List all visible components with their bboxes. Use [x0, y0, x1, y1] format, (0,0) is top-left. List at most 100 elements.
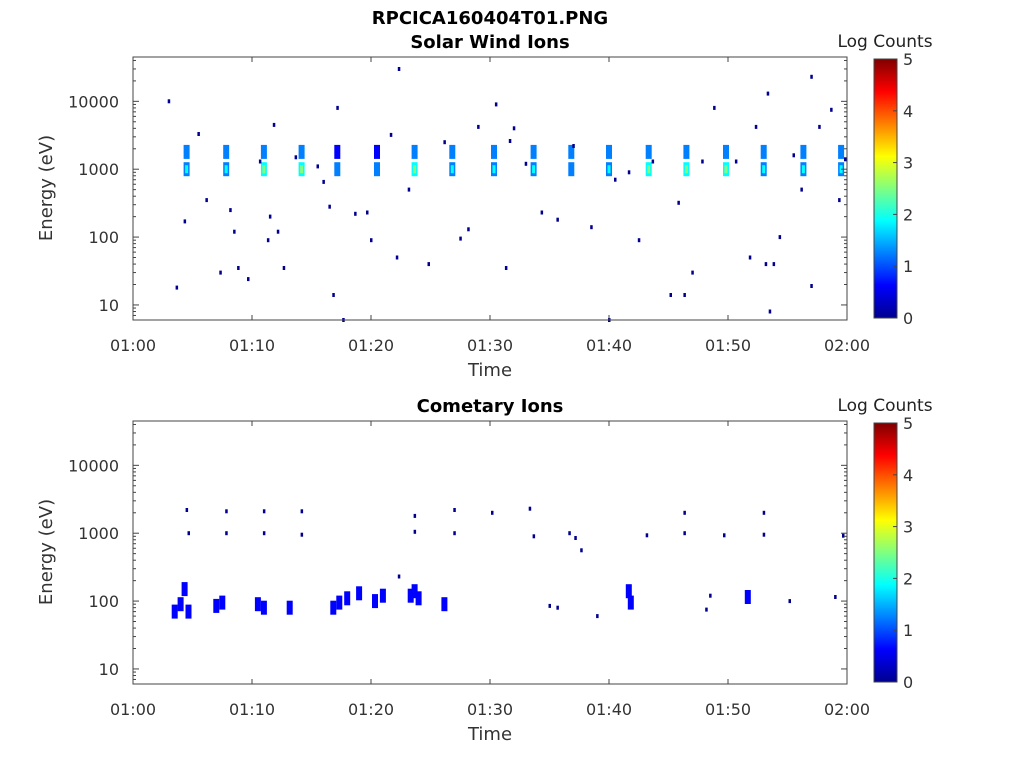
heatmap-speckle [407, 187, 411, 192]
heatmap-speckle [494, 102, 498, 107]
heatmap-cell [407, 588, 414, 603]
heatmap-speckle [842, 533, 845, 538]
heatmap-speckle [734, 159, 738, 164]
colorbar-tick-label: 0 [903, 309, 913, 328]
heatmap-speckle [669, 293, 672, 297]
heatmap-cell [171, 604, 178, 619]
heatmap-speckle [197, 132, 200, 136]
heatmap-speckle [709, 593, 712, 598]
y-tick-label: 10000 [68, 92, 119, 111]
heatmap-speckle [723, 533, 726, 538]
heatmap-speckle [844, 157, 847, 162]
x-tick-label: 01:10 [229, 336, 275, 355]
heatmap-cell [219, 595, 226, 610]
heatmap-speckle [556, 217, 559, 222]
x-tick-label: 01:10 [229, 700, 275, 719]
heatmap-cell [254, 597, 261, 612]
heatmap-cell [411, 584, 418, 599]
heatmap-cell [334, 144, 341, 159]
x-tick-label: 01:00 [110, 700, 156, 719]
heatmap-speckle [225, 531, 228, 536]
heatmap-speckle [322, 179, 325, 184]
heatmap-speckle [772, 262, 776, 267]
heatmap-speckle [459, 236, 462, 241]
heatmap-speckle [683, 510, 686, 515]
heatmap-cell [411, 144, 418, 159]
heatmap-speckle [262, 509, 266, 514]
heatmap-speckle [453, 531, 456, 536]
heatmap-cell-core [647, 165, 651, 174]
heatmap-speckle [701, 159, 704, 164]
y-tick-label: 1000 [78, 524, 119, 543]
x-tick-label: 01:20 [348, 700, 394, 719]
heatmap-speckle [282, 266, 286, 270]
heatmap-cell [760, 144, 767, 159]
heatmap-cell [645, 144, 652, 159]
solar-wind-ions-panel: Solar Wind Ions 01:00 01:10 01:20 01:30 01:4… [36, 32, 933, 381]
heatmap-speckle [175, 285, 179, 290]
heatmap-cell-core [262, 165, 266, 174]
heatmap-speckle [645, 533, 649, 538]
colorbar-tick-label: 1 [903, 621, 913, 640]
x-tick-label: 01:00 [110, 336, 156, 355]
heatmap-cell-core [300, 165, 304, 174]
heatmap-speckle [691, 270, 694, 275]
heatmap-speckle [810, 74, 813, 79]
heatmap-speckle [683, 531, 686, 536]
heatmap-speckle [572, 144, 575, 148]
cometary-marks [171, 506, 845, 619]
heatmap-speckle [590, 225, 593, 230]
cometary-axes: 01:00 01:10 01:20 01:30 01:40 01:50 02:00 10 100… [68, 420, 870, 719]
x-tick-label: 01:30 [467, 336, 513, 355]
heatmap-speckle [637, 238, 641, 243]
x-tick-label: 02:00 [824, 700, 870, 719]
heatmap-speckle [366, 210, 369, 215]
heatmap-cell [627, 595, 634, 610]
colorbar-tick-label: 0 [903, 673, 913, 692]
heatmap-cell [374, 162, 380, 177]
heatmap-cell-core [413, 165, 417, 174]
heatmap-cell [336, 595, 343, 610]
solar-wind-colorbar: Log Counts 0 1 2 3 4 5 [837, 32, 932, 328]
x-tick-label: 01:30 [467, 700, 513, 719]
heatmap-speckle [556, 605, 559, 610]
heatmap-speckle [540, 210, 544, 215]
heatmap-speckle [838, 198, 841, 203]
heatmap-speckle [677, 200, 680, 205]
heatmap-speckle [788, 599, 791, 604]
heatmap-cell [441, 597, 448, 612]
cometary-plot-area [133, 421, 847, 684]
solar-wind-x-label: Time [467, 360, 512, 381]
heatmap-speckle [532, 534, 536, 539]
heatmap-speckle [258, 159, 262, 164]
cometary-colorbar: Log Counts 0 1 2 3 4 5 [837, 396, 932, 692]
y-tick-label: 1000 [78, 160, 119, 179]
heatmap-cell-core [450, 165, 454, 174]
x-tick-label: 01:50 [705, 700, 751, 719]
heatmap-cell-core [801, 165, 805, 174]
heatmap-cell [356, 586, 363, 601]
heatmap-speckle [354, 211, 357, 216]
heatmap-speckle [792, 153, 795, 158]
heatmap-speckle [528, 506, 532, 511]
colorbar-tick-label: 3 [903, 154, 913, 173]
heatmap-speckle [389, 132, 393, 137]
heatmap-speckle [272, 122, 276, 127]
y-tick-label: 100 [88, 592, 119, 611]
heatmap-speckle [247, 277, 250, 282]
heatmap-speckle [508, 139, 512, 143]
heatmap-speckle [427, 262, 430, 267]
heatmap-cell-core [492, 165, 496, 174]
heatmap-cell [530, 144, 537, 159]
heatmap-speckle [413, 513, 417, 518]
heatmap-cell [625, 584, 632, 599]
heatmap-speckle [233, 229, 236, 234]
heatmap-cell [744, 590, 751, 604]
colorbar-tick-label: 4 [903, 102, 913, 121]
heatmap-cell [185, 604, 192, 619]
y-tick-label: 10 [99, 296, 119, 315]
heatmap-cell-core [532, 165, 536, 174]
heatmap-cell [298, 144, 305, 159]
heatmap-cell-core [185, 165, 189, 174]
